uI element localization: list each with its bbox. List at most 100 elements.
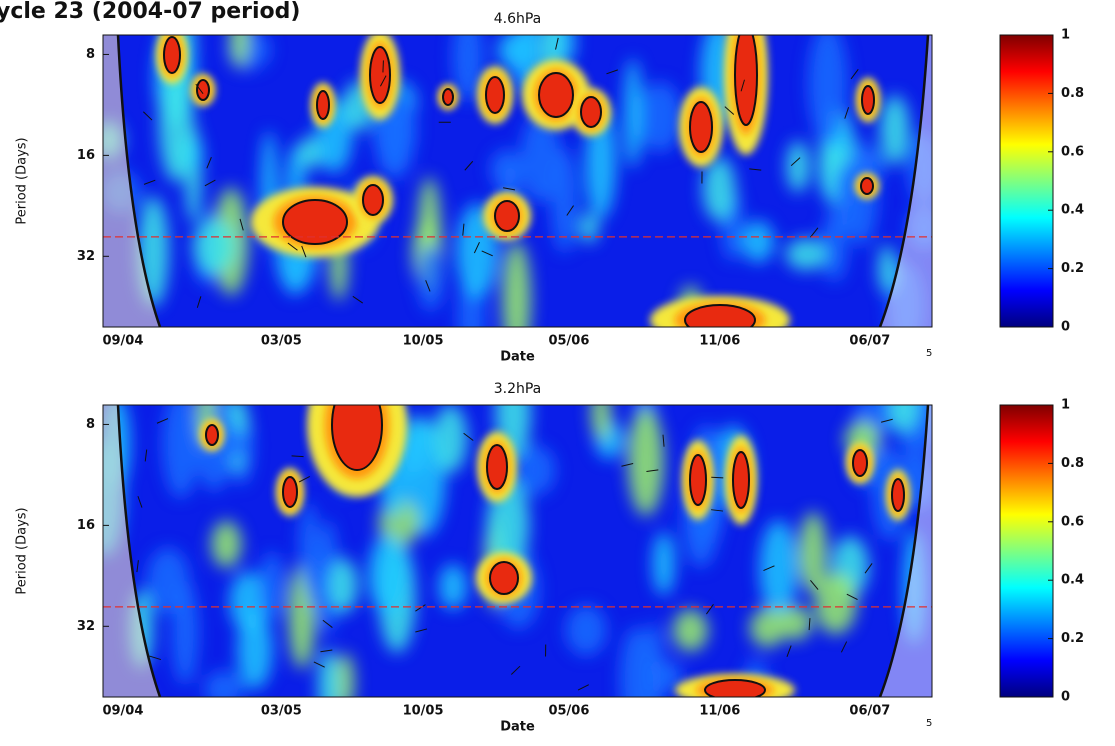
field-blob — [750, 609, 785, 648]
significant-region — [370, 47, 390, 103]
figure-title: ycle 23 (2004-07 period) — [0, 0, 300, 24]
field-blob — [237, 611, 273, 689]
field-blob — [786, 141, 809, 192]
colorbar-tick-label: 0 — [1061, 320, 1070, 335]
x-axis-label: Date — [500, 720, 535, 735]
y-tick-label: 16 — [77, 148, 95, 163]
field-blob — [673, 609, 708, 651]
colorbar — [1000, 405, 1053, 697]
significant-region — [363, 185, 383, 215]
significant-region — [197, 80, 209, 100]
significant-region — [862, 86, 874, 114]
x-tick-label: 03/05 — [261, 704, 302, 719]
colorbar-tick-label: 0.6 — [1061, 514, 1084, 529]
field-blob — [307, 561, 324, 610]
significant-region — [581, 97, 601, 127]
x-tick-label: 09/04 — [102, 704, 143, 719]
y-tick-label: 32 — [77, 249, 95, 264]
x-tick-label: 11/06 — [699, 704, 740, 719]
y-tick-label: 32 — [77, 619, 95, 634]
significant-region — [283, 477, 297, 507]
colorbar-tick-label: 0.2 — [1061, 261, 1084, 276]
significant-region — [486, 77, 504, 113]
field-blob — [405, 423, 428, 475]
field-blob — [624, 59, 642, 168]
field-blob — [880, 95, 910, 164]
colorbar-tick-label: 1 — [1061, 28, 1070, 43]
x-axis-label: Date — [500, 350, 535, 365]
colorbar-tick-label: 0.8 — [1061, 456, 1084, 471]
field-blob — [815, 573, 857, 634]
field-blob — [515, 445, 555, 495]
field-blob — [742, 221, 774, 263]
field-blob — [638, 82, 682, 152]
y-tick-label: 16 — [77, 518, 95, 533]
significant-region — [206, 425, 218, 445]
colorbar — [1000, 35, 1053, 327]
significant-region — [735, 25, 757, 125]
phase-arrow — [711, 477, 723, 478]
y-tick-label: 8 — [86, 47, 95, 62]
field-blob — [260, 552, 285, 621]
field-blob — [834, 164, 855, 238]
field-blob — [591, 387, 611, 440]
plot-area — [95, 0, 942, 358]
significant-region — [853, 450, 867, 476]
y-tick-label: 8 — [86, 417, 95, 432]
significant-region — [317, 91, 329, 119]
field-blob — [628, 407, 664, 515]
colorbar-tick-label: 0.4 — [1061, 573, 1084, 588]
field-blob — [759, 520, 798, 618]
x-tick-label: 03/05 — [261, 334, 302, 349]
x-tick-label: 06/07 — [849, 704, 890, 719]
x-tick-label: 11/06 — [699, 334, 740, 349]
colorbar-tick-label: 0.8 — [1061, 86, 1084, 101]
significant-region — [892, 479, 904, 511]
field-blob — [620, 627, 654, 732]
x-tick-label: 09/04 — [102, 334, 143, 349]
field-blob — [162, 390, 199, 498]
x-tick-label: 05/06 — [548, 334, 589, 349]
colorbar-tick-label: 0 — [1061, 690, 1070, 705]
corner-note: 5 — [926, 718, 932, 729]
field-blob — [808, 24, 848, 144]
x-tick-label: 10/05 — [403, 704, 444, 719]
field-blob — [502, 241, 531, 358]
colorbar-tick-label: 1 — [1061, 398, 1070, 413]
field-blob — [171, 580, 198, 684]
significant-region — [690, 455, 706, 505]
corner-note: 5 — [926, 348, 932, 359]
significant-region — [495, 201, 519, 231]
field-blob — [211, 521, 241, 568]
significant-region — [487, 445, 507, 489]
x-tick-label: 06/07 — [849, 334, 890, 349]
colorbar-tick-label: 0.4 — [1061, 203, 1084, 218]
significant-region — [685, 305, 755, 335]
phase-arrow — [383, 60, 384, 72]
field-blob — [204, 671, 243, 707]
field-blob — [328, 558, 358, 613]
significant-region — [443, 89, 453, 105]
field-blob — [318, 649, 339, 722]
field-blob — [433, 404, 467, 473]
significant-region — [861, 178, 873, 194]
panel-title: 4.6hPa — [494, 11, 542, 27]
field-blob — [785, 238, 827, 270]
significant-region — [164, 37, 180, 73]
field-blob — [580, 213, 599, 243]
field-blob — [652, 532, 675, 595]
colorbar-tick-label: 0.6 — [1061, 144, 1084, 159]
significant-region — [332, 380, 382, 470]
y-axis-label: Period (Days) — [15, 137, 30, 224]
y-axis-label: Period (Days) — [15, 507, 30, 594]
panel-title: 3.2hPa — [494, 381, 542, 397]
field-blob — [193, 219, 236, 274]
significant-region — [690, 102, 712, 152]
field-blob — [566, 605, 607, 656]
field-blob — [490, 149, 523, 188]
field-blob — [368, 534, 408, 615]
x-tick-label: 05/06 — [548, 704, 589, 719]
significant-region — [539, 73, 573, 117]
colorbar-tick-label: 0.2 — [1061, 631, 1084, 646]
